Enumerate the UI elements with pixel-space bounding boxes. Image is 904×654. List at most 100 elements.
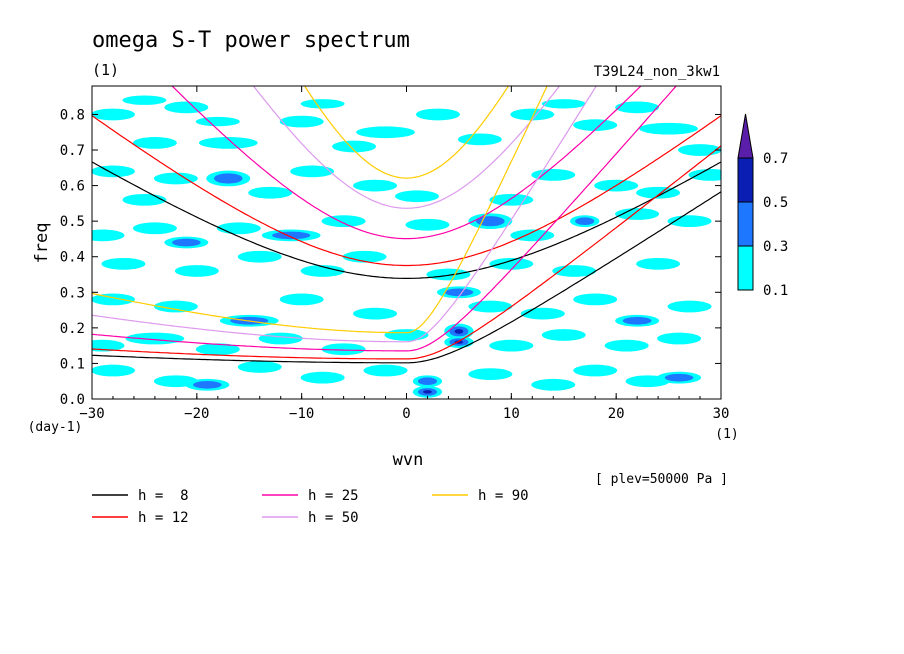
contour-blob (531, 378, 576, 391)
contour-blob (573, 119, 618, 131)
contour-blob (417, 377, 438, 386)
contour-blob (573, 364, 618, 377)
x-axis: −30 −20 −10 0 10 20 30 (79, 86, 729, 422)
chart-title: omega S-T power spectrum (92, 28, 410, 53)
contour-blob (300, 99, 345, 109)
contour-blob (332, 140, 377, 153)
y-axis: 0.0 0.1 0.2 0.3 0.4 0.5 0.6 0.7 0.8 (60, 107, 721, 408)
contour-blob (153, 172, 198, 185)
dispersion-curve-lower (92, 145, 721, 360)
contour-blob (258, 332, 303, 345)
contour-blob (195, 116, 240, 127)
contour-blob (636, 186, 681, 199)
contour-blob (394, 190, 439, 203)
contour-blob (353, 179, 398, 192)
legend-label: h = 8 (138, 488, 189, 504)
dispersion-curve-lower (92, 191, 721, 364)
y-tick-label: 0.2 (60, 321, 85, 337)
x-tick-label: 30 (713, 406, 730, 422)
contour-blob (92, 293, 135, 306)
contour-blob (363, 364, 408, 377)
colorbar-segment (737, 157, 754, 203)
contour-blob (667, 300, 712, 313)
left-unit-label: (1) (92, 61, 119, 79)
legend-label: h = 12 (138, 510, 189, 526)
contour-blob (193, 380, 222, 389)
contour-blob (468, 300, 513, 313)
x-tick-label: −20 (184, 406, 209, 422)
x-axis-label: wvn (393, 450, 424, 470)
dispersion-curve-lower (92, 86, 597, 343)
contour-blob (213, 173, 243, 184)
contour-blob (444, 288, 474, 297)
dispersion-curve-upper (92, 115, 721, 267)
legend-label: h = 25 (308, 488, 359, 504)
y-tick-label: 0.0 (60, 392, 85, 408)
contour-blob (279, 293, 324, 306)
contour-blob (636, 257, 681, 270)
contour-blob (300, 265, 345, 277)
contour-blob (489, 257, 534, 270)
contour-blob (132, 222, 177, 235)
dispersion-curve-lower (92, 86, 548, 334)
colorbar-segment (737, 245, 754, 291)
pressure-level-label: [ plev=50000 Pa ] (595, 472, 728, 487)
colorbar: 0.7 0.5 0.3 0.1 (737, 113, 788, 299)
contour-blob (468, 368, 513, 380)
y-tick-label: 0.1 (60, 356, 85, 372)
contour-blob (573, 293, 618, 306)
legend: h = 8 h = 12 h = 25 h = 50 h = 90 (92, 488, 529, 526)
colorbar-segment (737, 201, 754, 247)
x-tick-label: −10 (289, 406, 314, 422)
y-tick-label: 0.5 (60, 214, 85, 230)
contour-blob (520, 307, 565, 320)
colorbar-level-label: 0.1 (763, 283, 788, 299)
dispersion-curve-upper (303, 86, 510, 179)
colorbar-level-label: 0.5 (763, 195, 788, 211)
contour-blob (321, 215, 366, 228)
contour-blob (604, 339, 649, 352)
colorbar-level-label: 0.3 (763, 239, 788, 255)
contour-blob (615, 208, 660, 220)
contour-blob (688, 169, 721, 181)
dispersion-curves-layer (92, 86, 721, 364)
colorbar-level-label: 0.7 (763, 151, 788, 167)
contour-blob (237, 361, 282, 373)
dispersion-curve-upper (171, 86, 642, 240)
x-tick-label: 0 (402, 406, 410, 422)
contour-blob (489, 339, 534, 352)
contour-blob (457, 133, 502, 146)
x-tick-label: 10 (503, 406, 520, 422)
contour-blob (622, 316, 652, 325)
y-axis-label: freq (32, 223, 52, 264)
contour-blob (237, 250, 282, 263)
legend-label: h = 90 (478, 488, 529, 504)
contour-blob (353, 307, 398, 320)
contour-blob (272, 231, 311, 240)
dispersion-curve-lower (92, 86, 677, 352)
y-tick-label: 0.8 (60, 107, 85, 123)
contour-blob (300, 371, 345, 384)
contour-blob (198, 137, 258, 149)
y-tick-label: 0.7 (60, 143, 85, 159)
y-tick-label: 0.6 (60, 179, 85, 195)
dispersion-curve-upper (92, 161, 721, 279)
contour-blob (405, 218, 450, 231)
contour-blob (122, 193, 167, 206)
contour-blob (195, 343, 240, 356)
contour-blob (664, 373, 694, 382)
contour-blob (356, 126, 415, 139)
contour-blob (92, 364, 135, 377)
contour-blob (575, 217, 595, 225)
contour-blob (290, 165, 335, 178)
contour-blob (321, 343, 366, 356)
contour-blob (92, 108, 135, 121)
y-tick-label: 0.3 (60, 285, 85, 301)
contour-blob (216, 222, 261, 235)
contour-blob (92, 229, 125, 242)
contour-blob (510, 229, 555, 242)
y-axis-unit: (day-1) (28, 420, 83, 435)
contour-blob (423, 390, 432, 394)
contour-blob (541, 99, 586, 109)
